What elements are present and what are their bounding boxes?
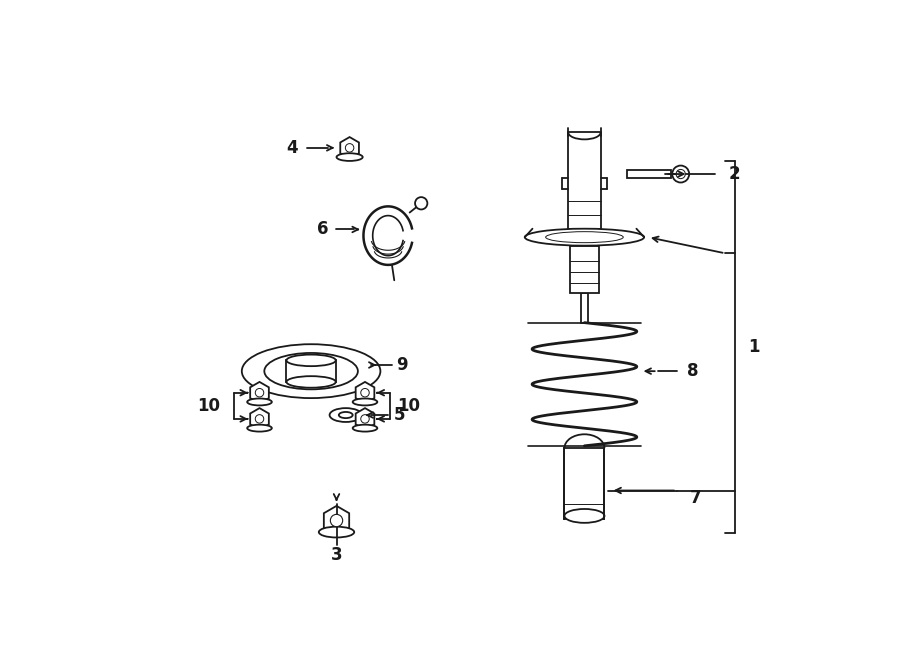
Text: 9: 9: [396, 356, 408, 374]
Text: 4: 4: [286, 139, 298, 157]
Ellipse shape: [353, 424, 377, 432]
Bar: [286, 360, 336, 382]
Polygon shape: [250, 382, 269, 403]
Bar: [626, 170, 671, 178]
Circle shape: [256, 389, 264, 397]
Ellipse shape: [525, 229, 644, 246]
Bar: [570, 246, 599, 293]
Circle shape: [415, 197, 428, 210]
Text: 10: 10: [197, 397, 220, 415]
Ellipse shape: [286, 376, 336, 388]
Polygon shape: [250, 408, 269, 430]
Ellipse shape: [545, 231, 623, 243]
Ellipse shape: [672, 165, 689, 182]
Text: 3: 3: [330, 546, 342, 564]
Ellipse shape: [286, 354, 336, 366]
Circle shape: [346, 143, 354, 152]
Ellipse shape: [248, 424, 272, 432]
Ellipse shape: [564, 509, 605, 523]
Polygon shape: [324, 506, 349, 535]
Ellipse shape: [242, 344, 381, 398]
Bar: [568, 132, 600, 229]
Ellipse shape: [338, 412, 353, 418]
Ellipse shape: [676, 169, 685, 178]
Text: 5: 5: [394, 406, 405, 424]
Circle shape: [256, 414, 264, 423]
Text: 1: 1: [748, 338, 760, 356]
Ellipse shape: [319, 527, 355, 537]
Polygon shape: [340, 137, 359, 159]
Text: 6: 6: [317, 221, 328, 239]
Ellipse shape: [329, 408, 362, 422]
Bar: [580, 293, 589, 323]
Ellipse shape: [353, 399, 377, 405]
Polygon shape: [356, 382, 374, 403]
Circle shape: [361, 414, 369, 423]
Circle shape: [330, 514, 343, 527]
Text: 2: 2: [729, 165, 741, 183]
Ellipse shape: [248, 399, 272, 405]
Circle shape: [361, 389, 369, 397]
Text: 8: 8: [687, 362, 698, 380]
Text: 10: 10: [398, 397, 420, 415]
Text: 7: 7: [690, 489, 702, 507]
Polygon shape: [356, 408, 374, 430]
Ellipse shape: [337, 153, 363, 161]
Bar: [564, 448, 605, 519]
Ellipse shape: [265, 353, 358, 389]
